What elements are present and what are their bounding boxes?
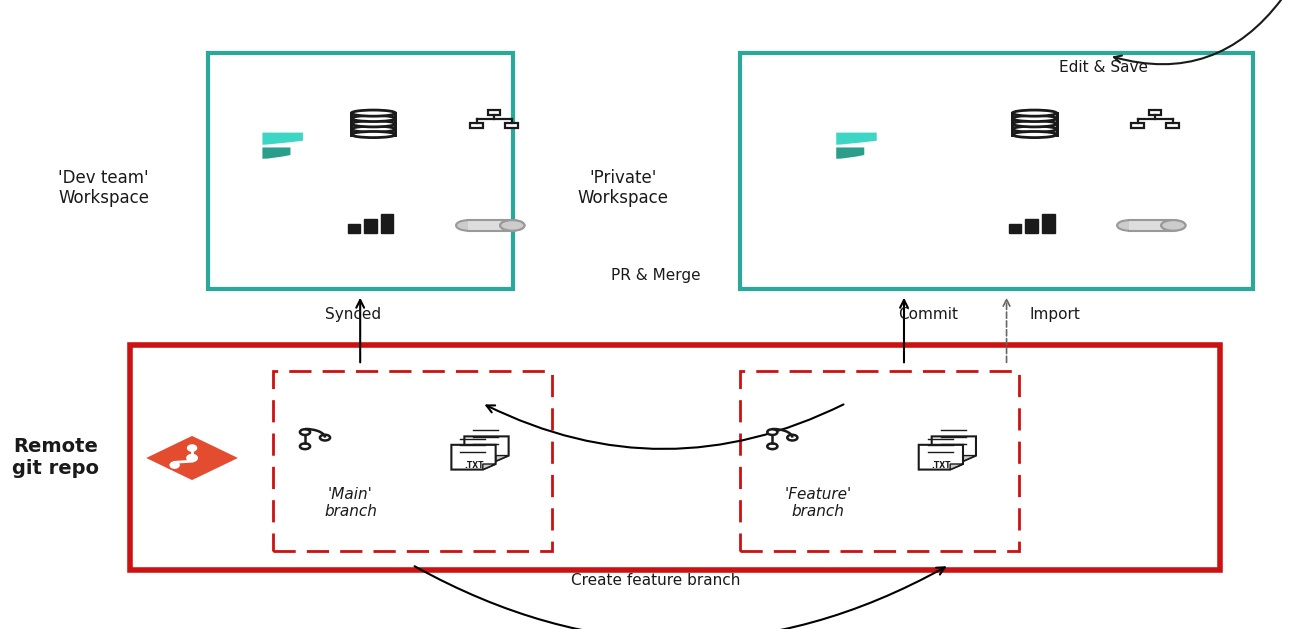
Text: Edit & Save: Edit & Save — [1059, 60, 1148, 74]
Ellipse shape — [187, 455, 197, 461]
Bar — [741, 53, 1252, 289]
Bar — [1012, 113, 1057, 118]
Bar — [208, 53, 513, 289]
Bar — [351, 124, 396, 129]
Ellipse shape — [351, 131, 396, 138]
Bar — [351, 113, 396, 118]
Bar — [129, 345, 1220, 571]
Ellipse shape — [500, 220, 525, 231]
Ellipse shape — [1012, 115, 1057, 121]
Ellipse shape — [351, 115, 396, 121]
Bar — [347, 224, 360, 233]
PathPatch shape — [263, 133, 303, 145]
Ellipse shape — [1012, 131, 1057, 138]
Ellipse shape — [767, 443, 777, 449]
Polygon shape — [465, 437, 508, 461]
Ellipse shape — [456, 220, 481, 231]
Bar — [470, 123, 483, 128]
Bar — [351, 118, 396, 124]
Bar — [1130, 220, 1173, 231]
Text: Commit: Commit — [899, 307, 959, 322]
Ellipse shape — [788, 435, 798, 440]
Ellipse shape — [1012, 121, 1057, 127]
Ellipse shape — [351, 121, 396, 127]
Text: .TXT: .TXT — [464, 460, 483, 470]
Text: .TXT: .TXT — [931, 460, 951, 470]
PathPatch shape — [836, 147, 865, 159]
Bar — [1166, 123, 1179, 128]
Bar — [351, 129, 396, 135]
Bar — [1025, 220, 1038, 233]
Ellipse shape — [188, 445, 196, 451]
Ellipse shape — [1012, 126, 1057, 132]
Text: Synced: Synced — [325, 307, 381, 322]
Bar — [505, 123, 518, 128]
Polygon shape — [496, 455, 508, 461]
Bar — [273, 370, 551, 551]
Polygon shape — [963, 455, 976, 461]
Ellipse shape — [1161, 220, 1186, 231]
Bar — [1012, 129, 1057, 135]
Bar — [468, 220, 512, 231]
Bar — [741, 370, 1019, 551]
Text: Create feature branch: Create feature branch — [571, 573, 741, 588]
Ellipse shape — [1117, 220, 1141, 231]
Bar — [1008, 224, 1021, 233]
Bar — [488, 110, 500, 115]
Ellipse shape — [320, 435, 330, 440]
Ellipse shape — [1012, 110, 1057, 116]
Text: Remote
git repo: Remote git repo — [12, 438, 99, 479]
Ellipse shape — [500, 220, 525, 231]
Ellipse shape — [351, 110, 396, 116]
Ellipse shape — [1161, 220, 1186, 231]
Text: 'Feature'
branch: 'Feature' branch — [784, 487, 852, 519]
Polygon shape — [918, 445, 963, 470]
Bar — [1012, 124, 1057, 129]
Polygon shape — [483, 464, 496, 470]
PathPatch shape — [263, 147, 290, 159]
Ellipse shape — [767, 429, 777, 435]
Bar — [1131, 123, 1144, 128]
Ellipse shape — [171, 462, 179, 468]
Bar — [381, 213, 393, 233]
Bar — [1042, 213, 1054, 233]
Text: Import: Import — [1030, 307, 1081, 322]
Text: PR & Merge: PR & Merge — [611, 268, 700, 282]
Ellipse shape — [300, 429, 310, 435]
Polygon shape — [951, 464, 963, 470]
Ellipse shape — [300, 443, 310, 449]
Bar — [1149, 110, 1161, 115]
Polygon shape — [931, 437, 976, 461]
Bar — [1012, 118, 1057, 124]
Text: 'Private'
Workspace: 'Private' Workspace — [577, 169, 669, 208]
Text: 'Dev team'
Workspace: 'Dev team' Workspace — [59, 169, 149, 208]
Polygon shape — [452, 445, 496, 470]
Bar — [364, 220, 376, 233]
PathPatch shape — [836, 133, 876, 145]
Text: 'Main'
branch: 'Main' branch — [324, 487, 377, 519]
Ellipse shape — [351, 126, 396, 132]
Polygon shape — [142, 435, 242, 482]
